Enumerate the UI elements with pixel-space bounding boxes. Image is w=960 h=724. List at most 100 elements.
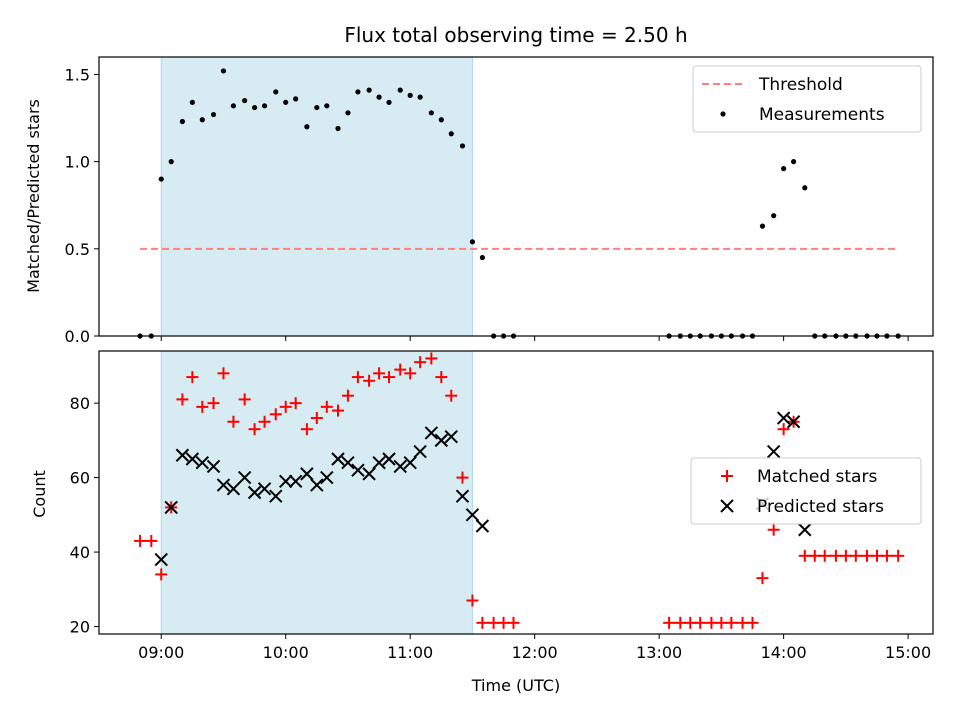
bottom-predicted-point (216, 478, 231, 492)
bottom-predicted-point (288, 474, 303, 489)
x-b (216, 478, 231, 492)
bottom-predicted-point (424, 426, 439, 440)
bottom-matched-point (694, 616, 707, 629)
x-b (393, 459, 407, 474)
bottom-matched-point (279, 400, 292, 413)
bottom-x-tick-label: 14:00 (761, 643, 807, 662)
bottom-matched-point (289, 397, 302, 410)
top-point (324, 103, 330, 109)
bottom-predicted-point (175, 448, 190, 462)
bottom-matched-point (507, 616, 520, 629)
count-panel: 09:00 10:00 11:00 12:00 13:00 14:00 15:00 20 40 6… (70, 350, 934, 662)
bottom-predicted-point (341, 456, 355, 470)
top-point (335, 125, 341, 132)
bottom-matched-point (725, 616, 738, 629)
top-point (386, 99, 392, 105)
bottom-predicted-point (351, 463, 365, 477)
x-b (776, 411, 791, 425)
bottom-observing-window (160, 350, 473, 635)
legend-predicted-marker (720, 499, 734, 513)
top-point (179, 118, 185, 125)
bottom-matched-point (414, 356, 427, 369)
top-point (469, 239, 476, 245)
bottom-matched-point (476, 616, 489, 629)
x-b (403, 456, 417, 470)
bottom-y-tick-label: 60 (70, 469, 90, 488)
bottom-predicted-point (786, 415, 801, 429)
x-b (444, 429, 458, 444)
bottom-matched-point (217, 367, 230, 380)
bottom-matched-point (746, 616, 759, 629)
bottom-matched-point (818, 549, 831, 562)
ratio-panel: 0.0 0.5 1.0 1.5 (65, 56, 934, 346)
top-axes-frame (98, 56, 934, 337)
x-b (226, 482, 241, 496)
x-b (382, 452, 396, 466)
legend-matched-label: Matched stars (757, 467, 877, 487)
top-point (759, 223, 766, 229)
x-b (237, 470, 252, 485)
bottom-predicted-point (475, 519, 490, 533)
top-point (293, 96, 299, 102)
top-point (459, 143, 466, 149)
top-y-tick-label: 1.5 (65, 65, 90, 84)
bottom-matched-point (186, 371, 199, 384)
bottom-matched-point (767, 523, 780, 536)
bottom-predicted-point (300, 467, 314, 481)
bottom-predicted-point (798, 523, 812, 537)
legend-threshold-label: Threshold (758, 75, 843, 95)
bottom-matched-point (435, 371, 448, 384)
bottom-matched-point (373, 367, 386, 380)
top-point (220, 68, 227, 74)
bottom-predicted-point (320, 470, 334, 485)
x-b (786, 415, 801, 429)
bottom-predicted-point (269, 489, 283, 503)
bottom-matched-point (134, 534, 147, 547)
top-point (790, 159, 797, 165)
bottom-predicted-point (403, 456, 417, 470)
top-y-tick-label: 1.0 (65, 153, 90, 172)
bottom-matched-point (155, 568, 168, 581)
top-point (158, 176, 164, 182)
bottom-matched-point (445, 389, 458, 402)
top-point (230, 103, 237, 109)
bottom-predicted-point (206, 459, 221, 474)
bottom-predicted-point (237, 470, 252, 485)
top-point (417, 94, 423, 100)
bottom-x-tick-label: 13:00 (636, 643, 682, 662)
bottom-x-tick-label: 11:00 (387, 643, 433, 662)
top-point (355, 89, 361, 95)
x-b (341, 456, 355, 470)
bottom-matched-point (300, 423, 313, 436)
bottom-predicted-point (362, 467, 376, 481)
bottom-axes-frame (98, 350, 934, 635)
bottom-matched-point (176, 393, 189, 406)
legend-predicted-label: Predicted stars (757, 497, 884, 517)
bottom-predicted-point (279, 474, 293, 489)
x-b (300, 467, 314, 481)
bottom-matched-point (777, 423, 790, 436)
bottom-x-tick-label: 09:00 (138, 643, 184, 662)
bottom-matched-point (456, 471, 469, 484)
bottom-predicted-point (154, 552, 168, 567)
bottom-matched-point (341, 389, 354, 402)
bottom-matched-point (196, 400, 209, 413)
top-point (345, 110, 351, 116)
x-b (288, 474, 303, 489)
top-point (397, 87, 403, 93)
bottom-matched-point (756, 572, 769, 585)
top-point (479, 254, 485, 261)
top-legend: Threshold Measurements (692, 65, 922, 133)
bottom-matched-point (663, 616, 676, 629)
bottom-matched-point (849, 549, 862, 562)
top-point (781, 166, 787, 172)
top-point (199, 117, 205, 123)
bottom-predicted-point (257, 482, 272, 496)
top-point (448, 131, 454, 137)
x-b (175, 448, 190, 462)
bottom-matched-point (892, 549, 905, 562)
bottom-matched-point (238, 393, 251, 406)
bottom-predicted-point (372, 456, 386, 470)
bottom-matched-point (363, 374, 376, 387)
